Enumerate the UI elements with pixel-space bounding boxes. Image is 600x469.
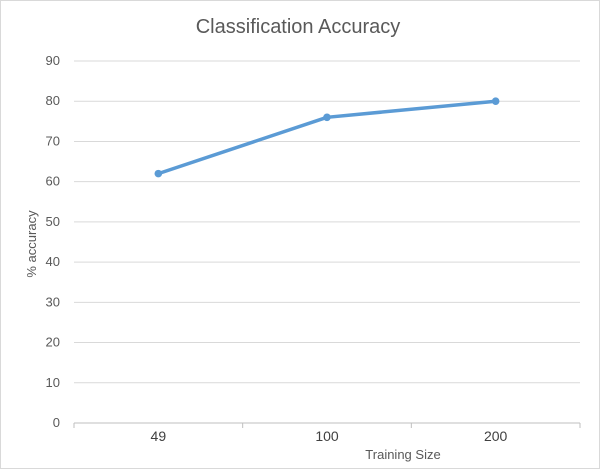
y-axis-tick-labels: 0 10 20 30 40 50 60 70 80 90 [46,53,60,430]
x-tick-label-49: 49 [151,428,167,444]
y-tick-label-80: 80 [46,93,60,108]
y-tick-label-30: 30 [46,294,60,309]
y-tick-label-90: 90 [46,53,60,68]
y-tick-label-70: 70 [46,133,60,148]
chart-title: Classification Accuracy [196,16,401,38]
data-point-100 [323,113,331,122]
y-tick-label-60: 60 [46,174,60,189]
gridlines [74,60,580,384]
x-axis-title: Training Size [365,447,440,462]
y-tick-label-50: 50 [46,214,60,229]
y-tick-label-10: 10 [46,375,60,390]
x-axis-tick-labels: 49 100 200 [73,423,581,444]
y-tick-label-0: 0 [53,415,60,430]
y-axis-title: % accuracy [24,210,39,278]
x-tick-label-200: 200 [484,428,508,444]
x-tick-label-100: 100 [315,428,339,444]
data-point-49 [154,169,163,178]
series-layer [154,97,500,178]
y-tick-label-40: 40 [46,254,60,269]
y-tick-label-20: 20 [46,335,60,350]
data-point-200 [491,97,500,106]
